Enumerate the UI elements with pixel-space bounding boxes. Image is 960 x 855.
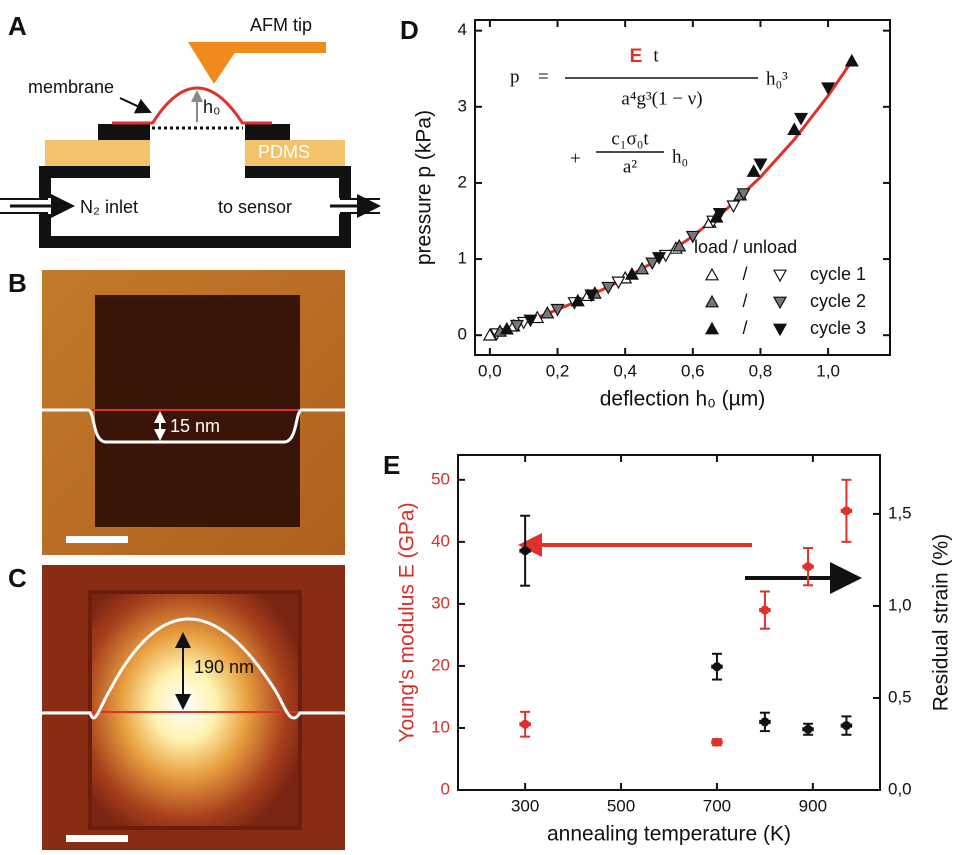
equation: a²: [623, 156, 637, 177]
legend-marker: [774, 270, 786, 281]
h0-label: h₀: [203, 97, 220, 117]
equation: =: [538, 66, 549, 87]
y-tick-label: 1: [458, 249, 467, 268]
load-point: [788, 124, 800, 135]
load-point: [748, 166, 760, 177]
x-tick-label: 0,4: [613, 361, 637, 380]
equation: E: [630, 46, 643, 67]
panel-letter: D: [400, 15, 419, 45]
panel-letter: A: [8, 11, 27, 41]
legend-marker: [706, 296, 718, 307]
membrane-pointer: [120, 98, 150, 112]
step-label: 15 nm: [170, 416, 220, 436]
panel-letter: C: [8, 563, 27, 593]
y2-tick-label: 0,0: [888, 779, 912, 798]
point: [804, 562, 813, 571]
unload-point: [754, 159, 766, 170]
x-tick-label: 1,0: [816, 361, 840, 380]
point: [712, 662, 721, 671]
afm-tip-label: AFM tip: [250, 15, 312, 35]
point: [521, 546, 530, 555]
load-point: [636, 263, 648, 274]
x-tick-label: 0,2: [546, 361, 570, 380]
y2-axis-label: Residual strain (%): [930, 534, 953, 711]
point: [842, 506, 851, 515]
pdms-left: [45, 140, 150, 166]
load-point: [846, 55, 858, 66]
point: [842, 721, 851, 730]
equation: a⁴g³(1 − ν): [621, 88, 702, 109]
legend-label: cycle 2: [810, 291, 866, 311]
equation: +: [570, 148, 581, 169]
x-tick-label: 0,6: [681, 361, 705, 380]
outlet-label: to sensor: [218, 197, 292, 217]
equation: t: [653, 45, 659, 66]
scale-bar: [66, 835, 128, 842]
y-tick-label: 4: [458, 20, 467, 39]
x-tick-label: 0,0: [478, 361, 502, 380]
panel-letter: B: [8, 268, 27, 298]
y-tick-label: 0: [458, 325, 467, 344]
point: [804, 725, 813, 734]
step-label: 190 nm: [194, 657, 254, 677]
x-axis-label: deflection h₀ (µm): [600, 388, 766, 411]
y-tick-label: 30: [431, 593, 450, 612]
y-axis-label: pressure p (kPa): [413, 110, 436, 265]
y-tick-label: 20: [431, 655, 450, 674]
x-tick-label: 0,8: [749, 361, 773, 380]
y-tick-label: 10: [431, 717, 450, 736]
plot-frame: [458, 455, 880, 790]
y-tick-label: 3: [458, 96, 467, 115]
y-tick-label: 2: [458, 172, 467, 191]
x-tick-label: 700: [703, 796, 731, 815]
support-right: [245, 124, 290, 140]
panel-letter: E: [383, 450, 400, 480]
figure: A AFM tip membrane PDMS h₀ N₂ inlet to s…: [0, 0, 960, 855]
legend-separator: /: [742, 264, 747, 284]
y-tick-label: 50: [431, 469, 450, 488]
legend-separator: /: [742, 318, 747, 338]
inlet-label: N₂ inlet: [80, 197, 138, 217]
point: [760, 606, 769, 615]
bulged-membrane: [90, 592, 300, 828]
point: [712, 738, 721, 747]
panel-b: B 15 nm: [8, 268, 345, 555]
point: [521, 720, 530, 729]
legend-marker: [706, 269, 718, 280]
y2-tick-label: 1,5: [888, 503, 912, 522]
y-axis-label: Young's modulus E (GPa): [396, 502, 419, 742]
x-axis-label: annealing temperature (K): [547, 823, 791, 846]
panel-c: C 190 nm: [8, 563, 345, 850]
afm-tip: [188, 42, 242, 84]
legend-label: cycle 3: [810, 318, 866, 338]
point: [760, 717, 769, 726]
legend-separator: /: [742, 291, 747, 311]
x-tick-label: 500: [607, 796, 635, 815]
panel-a: A AFM tip membrane PDMS h₀ N₂ inlet to s…: [0, 11, 380, 242]
legend-label: cycle 1: [810, 264, 866, 284]
x-tick-label: 300: [511, 796, 539, 815]
equation: c₁σ₀t: [611, 128, 649, 149]
unload-point: [795, 113, 807, 124]
y-tick-label: 40: [431, 531, 450, 550]
legend-title: load / unload: [694, 237, 797, 257]
equation: p: [510, 66, 520, 87]
y2-tick-label: 0,5: [888, 687, 912, 706]
y2-tick-label: 1,0: [888, 595, 912, 614]
legend-marker: [774, 297, 786, 308]
scale-bar: [66, 536, 128, 543]
y-tick-label: 0: [441, 779, 450, 798]
membrane-label: membrane: [28, 77, 114, 97]
equation: h₀³: [766, 68, 788, 89]
equation: h₀: [672, 146, 688, 167]
pdms-label: PDMS: [258, 142, 310, 162]
legend-marker: [774, 324, 786, 335]
support-left: [98, 124, 150, 140]
x-tick-label: 900: [799, 796, 827, 815]
legend-marker: [706, 323, 718, 334]
